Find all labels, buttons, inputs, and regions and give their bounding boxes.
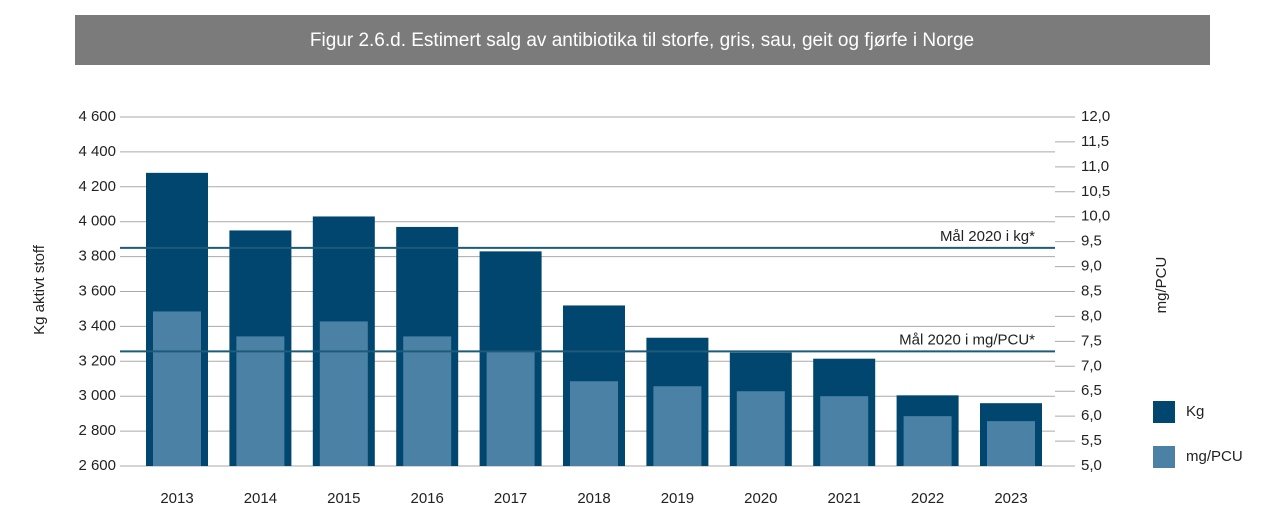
y2-axis-title: mg/PCU: [1153, 257, 1170, 314]
y-tick-label: 3 600: [78, 282, 116, 299]
y-axis-title: Kg aktivt stoff: [31, 244, 48, 335]
y2-tick-label: 6,5: [1081, 382, 1102, 399]
y2-tick-label: 5,5: [1081, 432, 1102, 449]
bar: [486, 351, 535, 466]
y2-tick-label: 7,0: [1081, 357, 1102, 374]
x-tick-label: 2015: [327, 490, 360, 507]
x-tick-label: 2018: [577, 490, 610, 507]
title-bar: [75, 15, 1210, 65]
y-tick-label: 2 600: [78, 457, 116, 474]
x-tick-label: 2022: [911, 490, 944, 507]
y2-tick-label: 7,5: [1081, 332, 1102, 349]
y2-tick-label: 5,0: [1081, 457, 1102, 474]
y2-tick-label: 6,0: [1081, 407, 1102, 424]
bar: [653, 386, 702, 466]
x-tick-label: 2021: [828, 490, 861, 507]
y2-tick-label: 9,5: [1081, 233, 1102, 250]
bar: [570, 381, 618, 466]
y2-tick-label: 9,0: [1081, 258, 1102, 275]
x-tick-label: 2019: [661, 490, 694, 507]
y-tick-label: 4 000: [78, 213, 116, 230]
x-tick-label: 2016: [411, 490, 444, 507]
y2-tick-label: 12,0: [1081, 108, 1110, 125]
bar: [987, 421, 1035, 466]
y-tick-label: 4 200: [78, 178, 116, 195]
x-tick-label: 2023: [994, 490, 1027, 507]
y-tick-label: 3 800: [78, 248, 116, 265]
legend-swatch: [1153, 401, 1175, 423]
y2-tick-label: 8,0: [1081, 307, 1102, 324]
legend-label: Kg: [1186, 403, 1204, 420]
x-tick-label: 2020: [744, 490, 777, 507]
target-label: Mål 2020 i kg*: [940, 228, 1035, 245]
bar: [153, 311, 201, 466]
y2-tick-label: 11,5: [1081, 133, 1109, 150]
chart-title: Figur 2.6.d. Estimert salg av antibiotik…: [310, 30, 974, 51]
x-tick-label: 2014: [244, 490, 277, 507]
x-tick-label: 2013: [160, 490, 193, 507]
y-tick-label: 3 000: [78, 387, 116, 404]
bar: [903, 416, 952, 466]
legend-swatch: [1153, 446, 1175, 468]
y-tick-label: 2 800: [78, 422, 116, 439]
y2-tick-label: 10,0: [1081, 208, 1110, 225]
y-tick-label: 4 600: [78, 108, 116, 125]
bar: [736, 391, 785, 466]
y-tick-label: 4 400: [78, 143, 116, 160]
x-tick-label: 2017: [494, 490, 527, 507]
bar: [820, 396, 869, 466]
bar: [319, 321, 368, 466]
y-tick-label: 3 200: [78, 352, 116, 369]
y2-tick-label: 11,0: [1081, 158, 1109, 175]
y2-tick-label: 8,5: [1081, 282, 1102, 299]
bar: [236, 336, 285, 466]
bar: [403, 336, 452, 466]
y2-tick-label: 10,5: [1081, 183, 1110, 200]
y-tick-label: 3 400: [78, 317, 116, 334]
legend-label: mg/PCU: [1186, 448, 1243, 465]
target-label: Mål 2020 i mg/PCU*: [899, 331, 1035, 348]
